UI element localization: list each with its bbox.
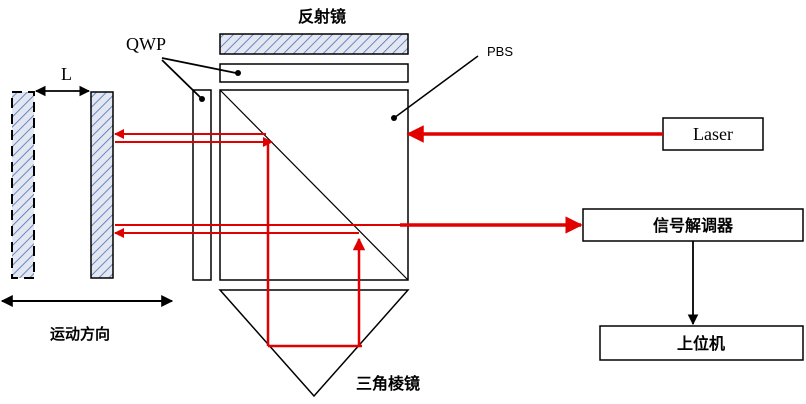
moving-mirror-initial xyxy=(11,91,35,279)
prism-label: 三角棱镜 xyxy=(356,374,420,393)
beam-paths xyxy=(114,125,663,348)
qwp-label: QWP xyxy=(126,34,166,54)
laser-label: Laser xyxy=(693,124,733,144)
motion-direction-label: 运动方向 xyxy=(50,325,110,343)
pbs-label: PBS xyxy=(487,44,513,59)
pbs-diagonal xyxy=(219,89,409,281)
host-computer-box xyxy=(599,325,804,361)
laser-box xyxy=(662,117,764,151)
host-computer-label: 上位机 xyxy=(677,334,725,353)
top-qwp-dot xyxy=(235,70,241,76)
moving-mirror-displaced xyxy=(90,91,114,279)
demodulator-label: 信号解调器 xyxy=(653,216,734,235)
left-qwp-plate xyxy=(192,89,212,281)
top-qwp-plate xyxy=(219,63,409,83)
pbs-leader xyxy=(393,55,479,119)
mirror-label: 反射镜 xyxy=(298,7,346,26)
qwp-leader-left xyxy=(161,59,202,99)
top-mirror xyxy=(219,33,409,55)
qwp-leader-top xyxy=(161,57,237,74)
distance-label: L xyxy=(61,64,72,84)
